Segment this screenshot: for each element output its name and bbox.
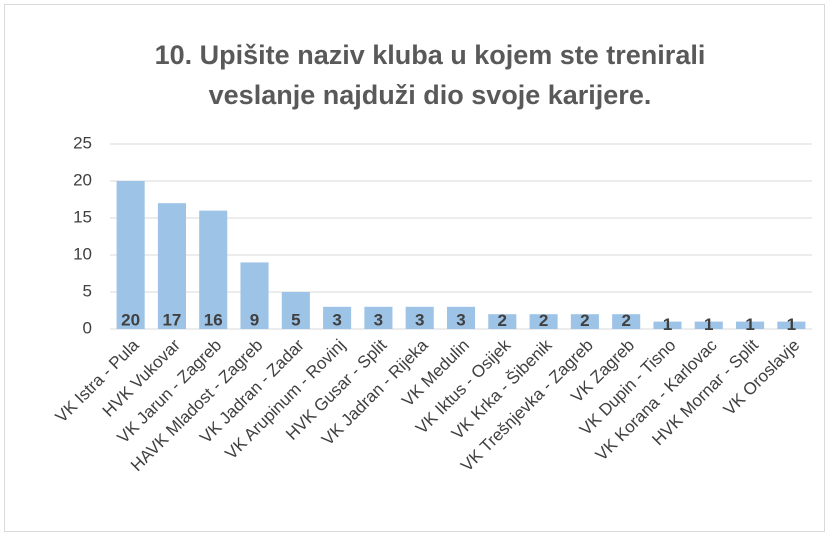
data-label: 9 bbox=[250, 310, 259, 329]
data-label: 16 bbox=[204, 310, 223, 329]
data-label: 1 bbox=[704, 315, 713, 334]
bar bbox=[240, 262, 269, 329]
bar bbox=[157, 203, 186, 329]
data-label: 2 bbox=[498, 311, 507, 330]
y-tick-label: 10 bbox=[73, 244, 92, 263]
bar bbox=[364, 306, 393, 329]
data-label: 3 bbox=[374, 310, 383, 329]
bar bbox=[653, 321, 682, 329]
bar bbox=[612, 314, 641, 329]
y-tick-label: 20 bbox=[73, 170, 92, 189]
bar bbox=[488, 314, 517, 329]
data-label: 2 bbox=[539, 311, 548, 330]
data-label: 3 bbox=[456, 310, 465, 329]
y-tick-label: 15 bbox=[73, 207, 92, 226]
data-label: 1 bbox=[787, 315, 796, 334]
data-label: 3 bbox=[332, 310, 341, 329]
data-label: 1 bbox=[663, 315, 672, 334]
bar bbox=[405, 306, 434, 329]
bar bbox=[323, 306, 352, 329]
data-label: 5 bbox=[291, 310, 300, 329]
data-label: 2 bbox=[580, 311, 589, 330]
bar bbox=[736, 321, 765, 329]
bar bbox=[529, 314, 558, 329]
bar bbox=[777, 321, 806, 329]
data-label: 17 bbox=[162, 310, 181, 329]
bar bbox=[116, 181, 145, 329]
bar bbox=[694, 321, 723, 329]
y-tick-label: 25 bbox=[73, 133, 92, 152]
y-tick-label: 5 bbox=[83, 281, 92, 300]
bar bbox=[199, 210, 228, 329]
chart-title: 10. Upišite naziv kluba u kojem ste tren… bbox=[155, 40, 706, 70]
bar bbox=[446, 306, 476, 329]
data-label: 3 bbox=[415, 310, 424, 329]
bar bbox=[570, 314, 599, 329]
y-tick-label: 0 bbox=[83, 318, 92, 337]
bar bbox=[281, 292, 310, 329]
data-label: 1 bbox=[745, 315, 754, 334]
data-label: 20 bbox=[121, 310, 140, 329]
data-label: 2 bbox=[621, 311, 630, 330]
chart-title: veslanje najduži dio svoje karijere. bbox=[209, 80, 652, 110]
